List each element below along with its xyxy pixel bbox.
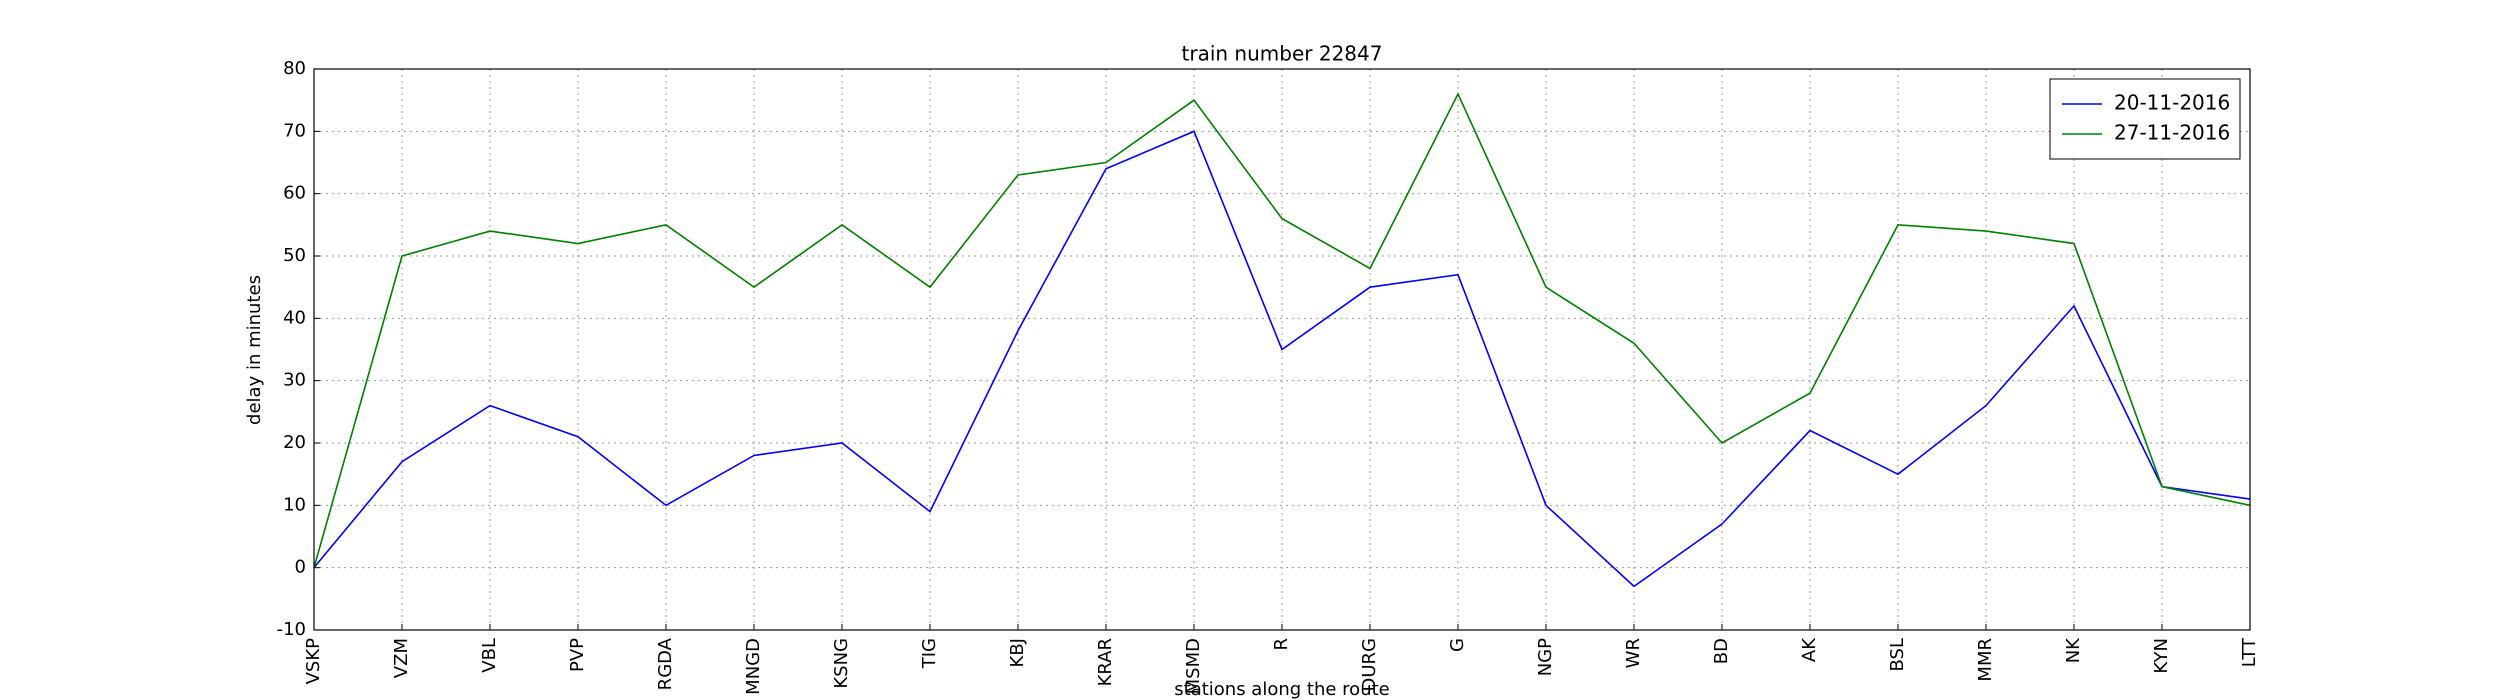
x-tick-label: MNGD [743, 638, 764, 695]
x-tick-label: TIG [919, 638, 940, 669]
x-tick-label: VZM [391, 638, 412, 678]
y-axis-label: delay in minutes [244, 275, 265, 425]
x-tick-label: MMR [1975, 638, 1996, 682]
x-tick-label: NGP [1535, 638, 1556, 676]
x-tick-label: BD [1711, 638, 1732, 664]
x-tick-label: RGDA [655, 637, 676, 690]
plot-frame [313, 68, 2251, 631]
y-tick-label: 50 [283, 245, 306, 266]
x-tick-label: DURG [1359, 638, 1380, 692]
x-tick-label: G [1447, 638, 1468, 652]
y-tick-label: -10 [277, 619, 306, 640]
chart-title: train number 22847 [1182, 42, 1383, 66]
x-tick-label: BSL [1887, 638, 1908, 672]
x-tick-label: PVP [567, 638, 588, 672]
y-tick-label: 20 [283, 432, 306, 453]
series-line [313, 92, 2251, 568]
x-tick-label: KRAR [1095, 638, 1116, 686]
x-tick-label: KSNG [831, 638, 852, 689]
y-tick-label: 70 [283, 120, 306, 141]
legend-box [2049, 78, 2241, 160]
x-tick-label: LTT [2239, 637, 2260, 667]
x-tick-label: R [1271, 638, 1292, 651]
x-tick-label: VSKP [303, 638, 324, 685]
y-tick-label: 60 [283, 183, 306, 204]
x-tick-label: KBJ [1007, 638, 1028, 667]
y-tick-label: 30 [283, 370, 306, 391]
y-tick-label: 40 [283, 307, 306, 328]
x-tick-label: MSMD [1183, 638, 1204, 694]
legend-label: 20-11-2016 [2114, 91, 2230, 115]
x-axis-label: stations along the route [1174, 679, 1389, 700]
x-tick-label: AK [1799, 637, 1820, 662]
x-tick-label: VBL [479, 638, 500, 673]
series-line [313, 130, 2251, 588]
y-tick-label: 10 [283, 494, 306, 515]
y-tick-label: 80 [283, 58, 306, 79]
x-tick-label: WR [1623, 638, 1644, 668]
x-tick-label: NK [2063, 637, 2084, 663]
legend-label: 27-11-2016 [2114, 121, 2230, 145]
x-tick-label: KYN [2151, 638, 2172, 674]
y-tick-label: 0 [295, 557, 306, 578]
